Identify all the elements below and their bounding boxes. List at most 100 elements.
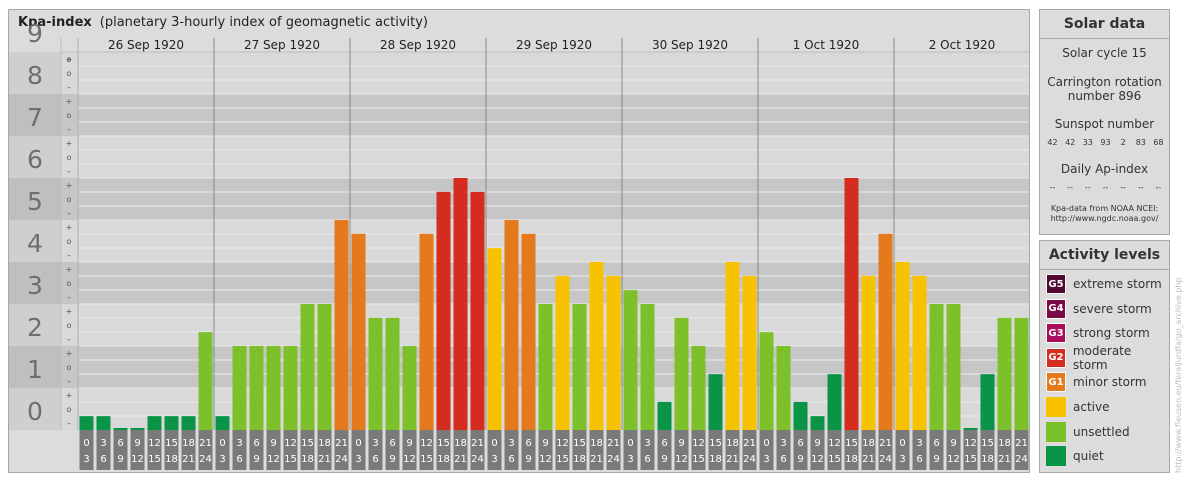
sub-tick-label: o: [67, 405, 72, 414]
kp-bar: [96, 416, 111, 430]
interval-cell: [198, 430, 213, 470]
sub-tick-label: o: [67, 69, 72, 78]
interval-cell: [147, 430, 162, 470]
interval-end-label: 12: [403, 454, 416, 465]
level-band-label-3: [9, 262, 61, 304]
interval-cell: [351, 430, 366, 470]
kp-bar: [419, 233, 434, 430]
interval-end-label: 15: [692, 454, 705, 465]
sunspot-label: Sunspot number: [1054, 117, 1155, 131]
interval-start-label: 12: [420, 438, 433, 449]
sunspot-value: 42: [1065, 138, 1076, 147]
kp-bar: [1014, 317, 1029, 430]
interval-cell: [844, 430, 859, 470]
interval-start-label: 0: [899, 438, 905, 449]
legend-swatch: [1046, 421, 1066, 442]
interval-start-label: 15: [437, 438, 450, 449]
interval-end-label: 15: [828, 454, 841, 465]
interval-start-label: 21: [335, 438, 348, 449]
legend-swatch: G5: [1046, 274, 1066, 294]
sub-tick-label: +: [66, 265, 73, 274]
kp-bar: [538, 304, 553, 430]
interval-cell: [419, 430, 434, 470]
interval-start-label: 9: [134, 438, 140, 449]
interval-start-label: 21: [1015, 438, 1028, 449]
interval-end-label: 18: [845, 454, 858, 465]
interval-cell: [640, 430, 655, 470]
interval-start-label: 15: [845, 438, 858, 449]
kp-bar: [912, 275, 927, 430]
interval-end-label: 6: [916, 454, 922, 465]
interval-start-label: 0: [83, 438, 89, 449]
kp-bar: [691, 346, 706, 430]
interval-end-label: 12: [675, 454, 688, 465]
interval-cell: [674, 430, 689, 470]
interval-start-label: 18: [454, 438, 467, 449]
kp-bar: [385, 317, 400, 430]
interval-start-label: 15: [165, 438, 178, 449]
kp-bar: [742, 275, 757, 430]
interval-start-label: 21: [879, 438, 892, 449]
solar-title-divider: [1040, 38, 1169, 39]
sub-tick-label: o: [67, 153, 72, 162]
kp-bar: [810, 416, 825, 430]
interval-start-label: 3: [644, 438, 650, 449]
interval-cell: [691, 430, 706, 470]
interval-end-label: 18: [981, 454, 994, 465]
interval-cell: [606, 430, 621, 470]
legend-label: moderate storm: [1072, 343, 1132, 372]
source-line-1: Kpa-data from NOAA NCEI:: [1050, 204, 1159, 213]
interval-start-label: 12: [148, 438, 161, 449]
interval-start-label: 3: [100, 438, 106, 449]
interval-end-label: 24: [879, 454, 892, 465]
legend-item: G1 minor storm: [1046, 372, 1146, 393]
legend-label: quiet: [1073, 449, 1104, 464]
interval-end-label: 12: [539, 454, 552, 465]
sub-tick-label: –: [67, 125, 71, 134]
legend-label: strong storm: [1073, 326, 1150, 341]
level-band-6: [61, 136, 1029, 178]
interval-cell: [555, 430, 570, 470]
interval-cell: [521, 430, 536, 470]
interval-end-label: 9: [933, 454, 939, 465]
interval-cell: [759, 430, 774, 470]
interval-cell: [164, 430, 179, 470]
interval-end-label: 15: [284, 454, 297, 465]
sub-tick-label: o: [67, 321, 72, 330]
day-label: 30 Sep 1920: [652, 38, 728, 52]
interval-end-label: 12: [947, 454, 960, 465]
interval-cell: [1014, 430, 1029, 470]
kp-bar: [997, 317, 1012, 430]
ap-value: --: [1084, 183, 1091, 192]
interval-cell: [827, 430, 842, 470]
interval-start-label: 9: [270, 438, 276, 449]
interval-end-label: 9: [797, 454, 803, 465]
sub-tick-label: o: [67, 237, 72, 246]
interval-end-label: 24: [607, 454, 620, 465]
kp-bar: [946, 304, 961, 430]
legend-item: quiet: [1046, 446, 1104, 467]
subtitle-text: (planetary 3-hourly index of geomagnetic…: [99, 15, 428, 30]
kp-bar: [963, 428, 978, 430]
interval-cell: [436, 430, 451, 470]
activity-levels-panel: Activity levels G5 extreme storm G4 severe …: [1039, 240, 1170, 473]
kp-bar: [606, 275, 621, 430]
interval-cell: [487, 430, 502, 470]
y-tick-label: 0: [27, 397, 43, 426]
interval-end-label: 9: [253, 454, 259, 465]
interval-cell: [776, 430, 791, 470]
sub-tick-label: –: [67, 419, 71, 428]
interval-end-label: 9: [525, 454, 531, 465]
interval-start-label: 12: [692, 438, 705, 449]
kp-bar: [555, 275, 570, 430]
kp-bar: [589, 262, 604, 430]
interval-cell: [368, 430, 383, 470]
level-band-4: [61, 220, 1029, 262]
level-band-label-1: [9, 346, 61, 388]
kp-bar: [300, 304, 315, 430]
sub-tick-label: +: [66, 55, 73, 64]
interval-end-label: 24: [471, 454, 484, 465]
interval-start-label: 18: [318, 438, 331, 449]
day-label: 28 Sep 1920: [380, 38, 456, 52]
sub-tick-label: +: [66, 181, 73, 190]
